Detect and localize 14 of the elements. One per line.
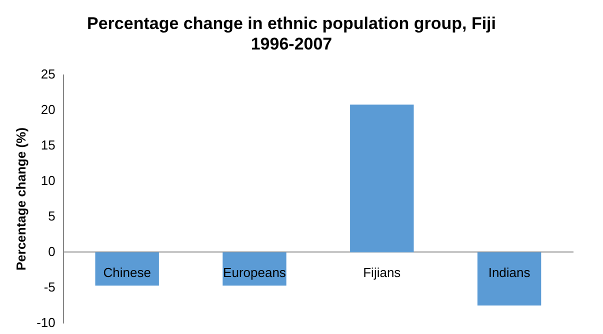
y-tick-label: 0 (48, 244, 56, 259)
y-tick-label: 15 (40, 137, 56, 152)
y-tick-label: 10 (40, 172, 56, 188)
x-tick-label: Europeans (223, 264, 286, 280)
y-tick-label: -10 (36, 314, 56, 330)
x-tick-label: Fijians (363, 264, 402, 280)
y-tick-label: -5 (44, 279, 56, 294)
x-tick-label: Indians (488, 264, 531, 280)
x-tick-label: Chinese (103, 264, 151, 280)
y-tick-label: 5 (48, 208, 56, 224)
y-axis-title: Percentage change (%) (13, 127, 28, 271)
y-tick-label: 25 (40, 66, 56, 82)
chart-title: Percentage change in ethnic population group, Fiji 1996-2007 (87, 14, 496, 54)
y-tick-label: 20 (40, 102, 56, 117)
